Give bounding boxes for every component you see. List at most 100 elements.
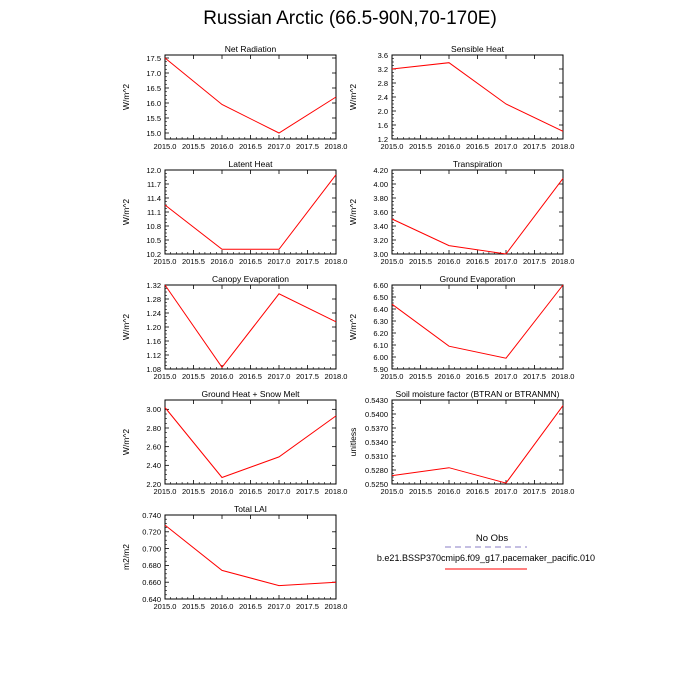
x-tick-label: 2015.0 [154,487,177,496]
y-tick-label: 0.700 [142,544,161,553]
y-tick-label: 11.4 [147,194,161,203]
legend: No Obs b.e21.BSSP370cmip6.f09_g17.pacemak… [377,533,595,570]
y-tick-label: 3.80 [373,194,388,203]
y-axis-label: unitless [348,428,358,457]
y-tick-label: 2.0 [378,107,388,116]
series-line [164,174,337,250]
y-tick-label: 1.32 [146,281,161,290]
panel-latent-heat: Latent Heat W/m^2 2015.0 2015.5 2016.0 2016.5… [121,159,347,266]
series-line [391,62,564,132]
y-tick-label: 0.5280 [365,466,388,475]
x-tick-label: 2017.5 [296,487,319,496]
y-tick-label: 1.24 [146,309,161,318]
y-tick-label: 0.5400 [365,410,388,419]
y-tick-label: 16.5 [146,84,161,93]
x-tick-label: 2018.0 [325,142,348,151]
panel-title: Soil moisture factor (BTRAN or BTRANMN) [396,389,560,399]
panel-title: Sensible Heat [451,44,505,54]
y-tick-label: 1.20 [146,323,161,332]
x-tick-label: 2017.0 [268,372,291,381]
series-line [164,407,337,479]
y-tick-label: 0.720 [142,528,161,537]
y-tick-label: 6.60 [373,281,388,290]
x-tick-label: 2016.5 [466,487,489,496]
y-tick-label: 4.20 [373,166,388,175]
y-tick-label: 0.5310 [365,452,388,461]
x-tick-label: 2017.0 [495,257,518,266]
y-tick-label: 1.6 [378,121,388,130]
x-tick-label: 2015.5 [182,142,205,151]
x-tick-label: 2018.0 [552,372,575,381]
series-line [164,57,337,134]
y-tick-label: 1.12 [146,351,161,360]
y-tick-label: 11.1 [147,208,161,217]
x-tick-label: 2017.5 [296,142,319,151]
x-tick-label: 2017.0 [495,487,518,496]
x-tick-label: 2016.0 [438,142,461,151]
y-tick-label: 0.680 [142,561,161,570]
panel-total-lai: Total LAI m2/m2 2015.0 2015.5 2016.0 2016.5 20… [121,504,347,611]
legend-model-label: b.e21.BSSP370cmip6.f09_g17.pacemaker_pac… [377,553,595,563]
y-tick-label: 2.4 [378,93,388,102]
x-tick-label: 2015.5 [409,257,432,266]
x-tick-label: 2016.0 [211,257,234,266]
y-tick-label: 6.40 [373,305,388,314]
y-tick-label: 5.90 [373,365,388,374]
x-tick-label: 2016.0 [211,142,234,151]
series-line [164,284,337,369]
y-tick-label: 4.00 [373,180,388,189]
x-tick-label: 2016.5 [239,257,262,266]
x-tick-label: 2017.5 [523,372,546,381]
x-tick-label: 2018.0 [325,487,348,496]
series-line [391,178,564,255]
y-axis-label: W/m^2 [121,314,131,340]
x-tick-label: 2016.0 [211,372,234,381]
x-tick-label: 2015.0 [154,142,177,151]
x-tick-label: 2015.5 [182,257,205,266]
y-axis-label: m2/m2 [121,544,131,570]
x-tick-label: 2016.5 [239,142,262,151]
x-tick-label: 2015.5 [409,487,432,496]
y-tick-label: 10.5 [146,236,161,245]
x-tick-label: 2017.5 [296,257,319,266]
y-tick-label: 3.6 [378,51,388,60]
y-axis-label: W/m^2 [348,84,358,110]
y-tick-label: 2.20 [146,480,161,489]
y-tick-label: 3.2 [378,65,388,74]
panel-title: Ground Evaporation [439,274,515,284]
y-tick-label: 3.20 [373,236,388,245]
legend-obs-label: No Obs [476,533,508,544]
plot-frame [164,284,337,370]
panel-net-radiation: Net Radiation W/m^2 2015.0 2015.5 2016.0 2016… [121,44,347,151]
x-tick-label: 2016.0 [438,257,461,266]
x-tick-label: 2015.5 [182,487,205,496]
y-tick-label: 3.00 [146,405,161,414]
y-tick-label: 6.30 [373,317,388,326]
y-tick-label: 0.660 [142,578,161,587]
y-tick-label: 17.5 [146,54,161,63]
y-tick-label: 2.60 [146,442,161,451]
panel-soil-moisture-factor-btran-or-btranmn: Soil moisture factor (BTRAN or BTRANMN) u… [348,389,574,496]
y-tick-label: 1.08 [146,365,161,374]
panel-title: Transpiration [453,159,503,169]
y-tick-label: 6.50 [373,293,388,302]
panel-title: Total LAI [234,504,267,514]
x-tick-label: 2018.0 [552,487,575,496]
y-tick-label: 15.5 [146,114,161,123]
x-tick-label: 2016.5 [466,142,489,151]
x-tick-label: 2017.0 [268,142,291,151]
x-tick-label: 2015.0 [381,372,404,381]
plot-frame [164,54,337,140]
series-line [391,405,564,484]
y-tick-label: 3.40 [373,222,388,231]
y-tick-label: 2.80 [146,424,161,433]
y-tick-label: 0.5340 [365,438,388,447]
y-tick-label: 0.5370 [365,424,388,433]
y-axis-label: W/m^2 [348,199,358,225]
x-tick-label: 2018.0 [325,257,348,266]
x-tick-label: 2015.0 [154,372,177,381]
panel-title: Canopy Evaporation [212,274,289,284]
x-tick-label: 2015.0 [381,257,404,266]
y-tick-label: 6.00 [373,353,388,362]
x-tick-label: 2016.5 [239,602,262,611]
